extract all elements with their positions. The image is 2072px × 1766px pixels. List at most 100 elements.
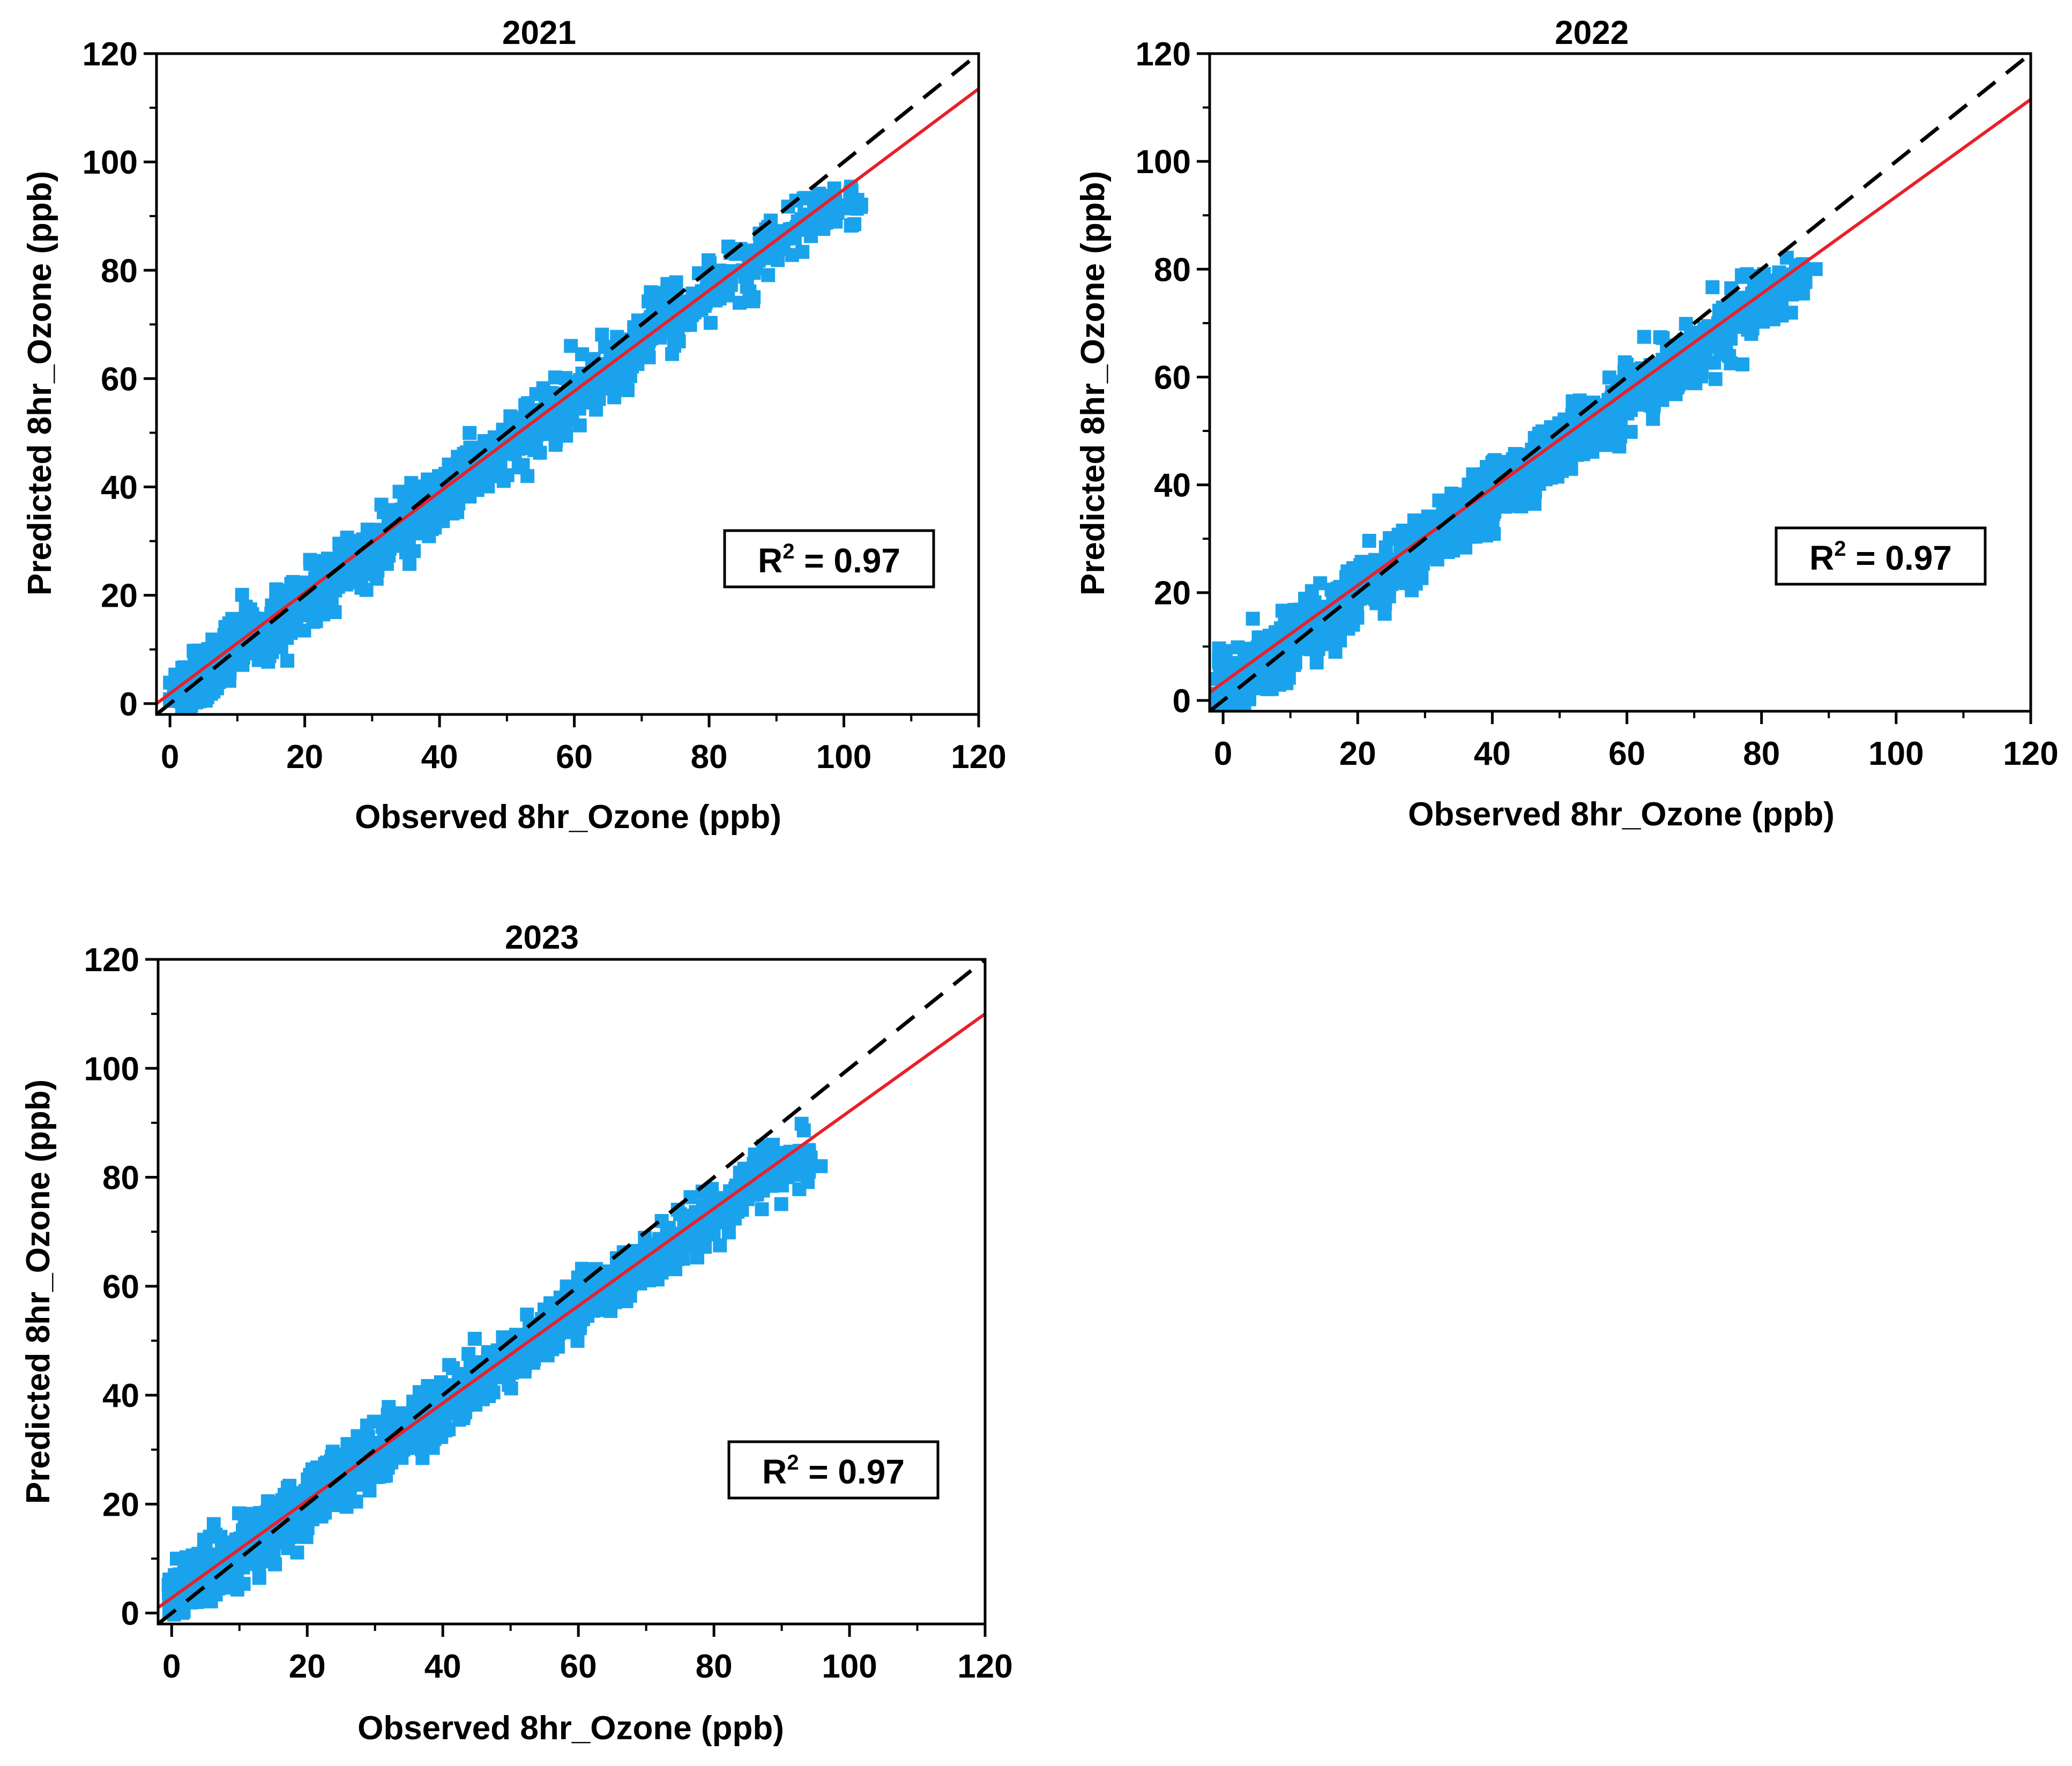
scatter-point xyxy=(810,214,824,229)
r2-annotation: R2 = 0.97 xyxy=(723,529,935,588)
y-tick-label: 120 xyxy=(1136,36,1191,73)
panel-2023: 2023 Observed 8hr_Ozone (ppb) Predicted … xyxy=(20,919,940,1747)
scatter-point xyxy=(204,687,218,701)
scatter-point xyxy=(235,587,249,602)
scatter-point xyxy=(1358,561,1372,575)
scatter-point xyxy=(1798,275,1813,289)
scatter-point xyxy=(1212,641,1226,655)
scatter-point xyxy=(360,1418,374,1433)
scatter-point xyxy=(737,1161,751,1176)
scatter-point xyxy=(239,1507,254,1521)
scatter-point xyxy=(1646,400,1660,415)
scatter-point xyxy=(747,290,761,304)
y-axis-title: Predicted 8hr_Ozone (ppb) xyxy=(1075,171,1112,595)
scatter-point xyxy=(311,598,325,612)
scatter-point xyxy=(1769,303,1783,317)
x-axis-title: Observed 8hr_Ozone (ppb) xyxy=(1408,796,1835,833)
y-axis-title: Predicted 8hr_Ozone (ppb) xyxy=(21,171,58,595)
scatter-point xyxy=(696,1234,711,1248)
scatter-point xyxy=(311,557,325,571)
scatter-point xyxy=(774,1197,788,1211)
r2-annotation: R2 = 0.97 xyxy=(727,1440,940,1500)
scatter-point xyxy=(1784,305,1798,320)
r2-superscript: 2 xyxy=(782,540,794,563)
scatter-point xyxy=(1378,540,1393,555)
scatter-point xyxy=(755,1202,769,1217)
scatter-point xyxy=(607,390,622,405)
scatter-point xyxy=(1527,494,1541,508)
scatter-point xyxy=(713,1238,727,1253)
scatter-point xyxy=(673,1251,687,1266)
x-tick-label: 40 xyxy=(424,1648,461,1685)
scatter-point xyxy=(1514,499,1529,513)
scatter-point xyxy=(1445,521,1459,535)
scatter-point xyxy=(1705,280,1720,294)
scatter-point xyxy=(575,1262,589,1276)
identity-line xyxy=(1210,54,2031,711)
scatter-point xyxy=(391,1449,405,1463)
scatter-point xyxy=(236,1577,251,1591)
scatter-point xyxy=(1281,670,1296,685)
scatter-point xyxy=(1606,421,1620,435)
scatter-point xyxy=(1210,701,1215,711)
scatter-point xyxy=(1268,677,1283,691)
scatter-point xyxy=(243,612,257,627)
panel-title: 2022 xyxy=(1555,14,1629,51)
scatter-point xyxy=(1735,357,1750,371)
x-tick-label: 100 xyxy=(822,1648,877,1685)
scatter-point xyxy=(1494,454,1508,469)
scatter-point xyxy=(386,1413,401,1427)
scatter-point xyxy=(829,214,843,229)
axes-frame xyxy=(155,52,980,716)
scatter-point xyxy=(721,1225,736,1240)
y-tick-label: 120 xyxy=(83,36,138,73)
scatter-point xyxy=(232,1558,246,1573)
x-tick-label: 100 xyxy=(816,739,871,776)
scatter-point xyxy=(1637,330,1651,344)
scatter-point xyxy=(233,1531,248,1546)
x-axis: 0 20 40 60 80 100 120 xyxy=(161,714,1007,776)
scatter-point xyxy=(1708,372,1723,386)
regression-fit-line xyxy=(1210,98,2031,694)
r2-value: = 0.97 xyxy=(799,1452,905,1491)
scatter-point xyxy=(1362,534,1376,548)
scatter-point xyxy=(198,1542,213,1556)
scatter-point xyxy=(761,268,776,282)
scatter-point xyxy=(297,623,311,638)
r2-value: = 0.97 xyxy=(1846,539,1952,577)
x-tick-label: 0 xyxy=(161,739,179,776)
scatter-point xyxy=(1808,262,1823,277)
scatter-point xyxy=(1305,584,1319,598)
y-tick-label: 80 xyxy=(1154,251,1191,288)
scatter-point xyxy=(612,1259,627,1273)
y-tick-label: 60 xyxy=(102,1269,139,1306)
x-tick-label: 0 xyxy=(1214,735,1232,772)
scatter-point xyxy=(1288,655,1302,670)
scatter-point xyxy=(564,339,578,353)
scatter-point xyxy=(796,1123,811,1138)
y-tick-label: 40 xyxy=(1154,467,1191,504)
scatter-point xyxy=(1414,560,1428,575)
x-axis-title: Observed 8hr_Ozone (ppb) xyxy=(357,1710,784,1747)
scatter-point xyxy=(1309,655,1324,670)
identity-line xyxy=(158,959,985,1624)
scatter-point xyxy=(735,1203,749,1217)
scatter-point xyxy=(280,653,294,668)
x-tick-label: 100 xyxy=(1868,735,1924,772)
y-tick-label: 100 xyxy=(83,144,138,181)
y-tick-label: 0 xyxy=(1173,683,1191,720)
x-axis: 0 20 40 60 80 100 120 xyxy=(1214,711,2059,772)
scatter-point xyxy=(572,418,587,433)
scatter-point xyxy=(595,327,609,342)
r2-value: = 0.97 xyxy=(794,541,900,580)
r2-base: R xyxy=(758,541,782,580)
scatter-point xyxy=(795,245,810,259)
scatter-point xyxy=(324,599,338,613)
scatter-point xyxy=(1550,469,1564,483)
plot-area-2023: 0 20 40 60 80 100 120 0 20 40 60 80 100 120 xyxy=(84,942,1013,1685)
r2-annotation: R2 = 0.97 xyxy=(1775,526,1987,586)
scatter-point xyxy=(411,526,425,541)
scatter-point xyxy=(518,1360,532,1374)
scatter-point xyxy=(845,218,859,232)
